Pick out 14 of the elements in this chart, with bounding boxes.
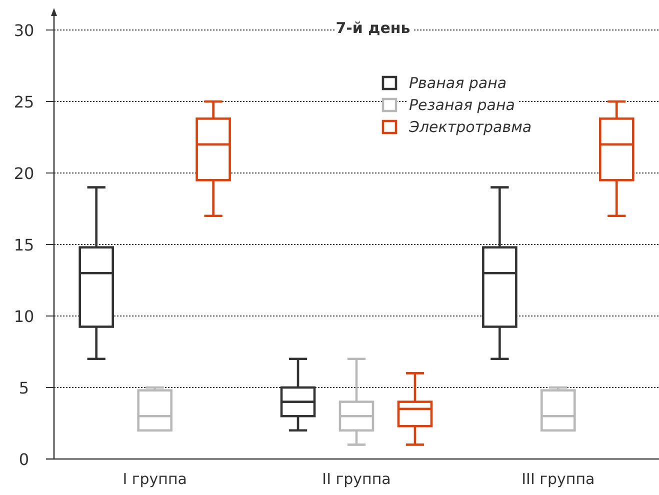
x-tick-label: II группа xyxy=(322,470,391,488)
legend-label: Резаная рана xyxy=(409,96,515,114)
y-tick-label: 0 xyxy=(18,450,30,469)
chart-title: 7-й день xyxy=(336,19,410,37)
x-tick-label: I группа xyxy=(122,470,187,488)
y-tick-label: 30 xyxy=(14,21,34,40)
y-tick-label: 15 xyxy=(14,236,34,254)
legend-label: Рваная рана xyxy=(409,74,507,92)
y-tick-label: 25 xyxy=(14,92,34,112)
y-tick-label: 10 xyxy=(14,307,34,326)
y-tick-label: 5 xyxy=(18,378,30,398)
y-tick-label: 20 xyxy=(14,164,34,183)
legend-label: Электротравма xyxy=(408,118,532,136)
x-tick-label: III группа xyxy=(522,470,595,488)
